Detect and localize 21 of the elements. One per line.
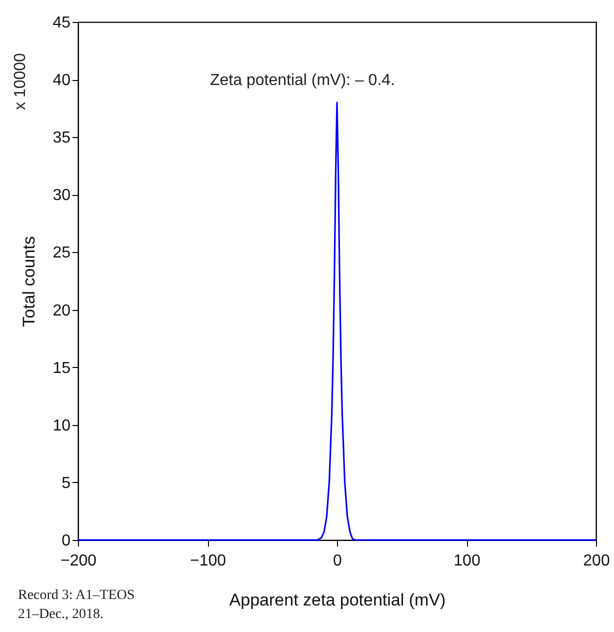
annotation: Zeta potential (mV): – 0.4.	[210, 72, 395, 90]
x-tick-label: −200	[60, 552, 97, 570]
y-tick-label: 45	[52, 14, 71, 32]
y-axis-title: Total counts	[20, 236, 39, 327]
y-tick-label: 20	[52, 302, 71, 320]
y-tick-label: 25	[52, 244, 71, 262]
y-tick-label: 30	[52, 187, 71, 204]
y-tick-label: 35	[52, 130, 71, 147]
text: Record 3: A1–TEOS	[18, 588, 135, 604]
y-tick-label: 10	[52, 417, 71, 434]
x-tick-label: −100	[190, 552, 226, 570]
y-tick-label: 0	[62, 532, 71, 550]
x-tick-label: 0	[333, 552, 342, 570]
text: 21–Dec., 2018.	[18, 607, 104, 623]
x-tick-label: 200	[583, 552, 610, 570]
y-tick-label: 5	[62, 474, 71, 492]
y-tick-label: 15	[52, 360, 71, 377]
y-tick-label: 40	[52, 72, 71, 90]
text: x 10000	[12, 53, 30, 110]
x-tick-label: 100	[454, 552, 480, 570]
x-axis-title: Apparent zeta potential (mV)	[229, 590, 446, 610]
